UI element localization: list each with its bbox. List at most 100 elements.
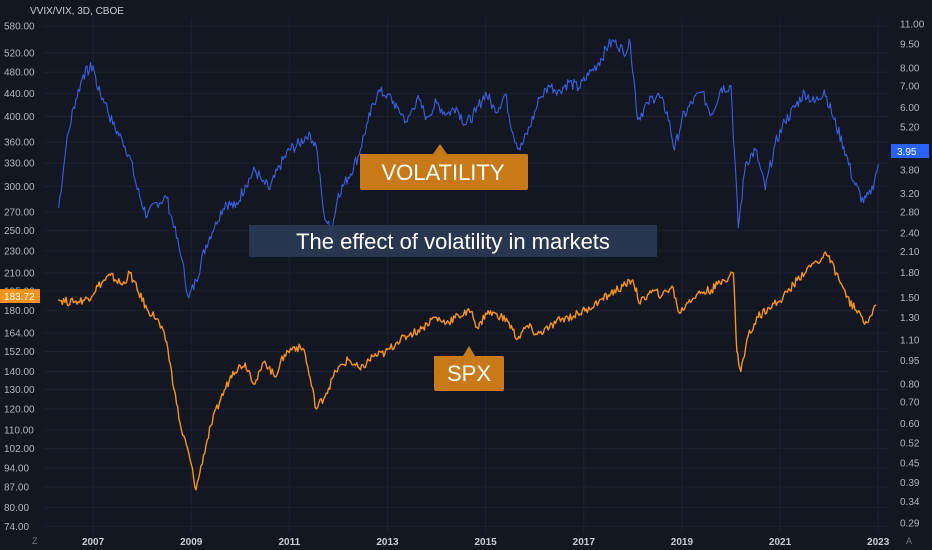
right-tick-label: 2.10 [900,247,920,258]
spx-point [865,320,867,323]
spx-point [484,312,487,315]
spx-point [536,333,538,336]
spx-point [622,285,624,287]
vvix-vix-point [308,131,310,134]
right-tick-label: 1.50 [900,293,920,304]
right-tick-label: 5.20 [900,122,920,133]
right-tick-label: 2.40 [900,229,920,240]
vvix-vix-point [646,102,649,104]
vvix-vix-point [475,111,477,113]
vvix-vix-point [111,123,114,126]
spx-point [408,333,411,336]
vvix-vix-point [173,226,175,229]
right-tick-label: 7.00 [900,82,920,93]
spx-point [325,392,328,395]
spx-point [219,398,222,400]
series-layer [57,38,879,491]
spx-point [244,362,246,364]
corner-label-left[interactable]: Z [32,536,38,546]
spx-point [173,388,175,391]
right-tick-label: 9.50 [900,40,920,51]
spx-point [433,316,435,319]
spx-series-line [58,251,877,491]
vvix-vix-point [425,116,428,118]
vvix-vix-point [357,155,359,158]
spx-point [870,315,872,317]
spx-point [210,424,212,427]
spx-point [732,272,735,274]
spx-point [264,360,266,363]
spx-point [639,303,641,305]
left-price-badge: 183.72 [0,289,40,303]
volatility-callout-text: VOLATILITY [381,160,504,185]
vvix-vix-point [156,201,158,204]
spx-point [457,315,460,317]
volatility-callout[interactable]: VOLATILITY [360,144,528,190]
spx-point [109,274,111,277]
x-tick-label: 2017 [573,537,596,548]
vvix-vix-point [636,118,639,121]
vvix-vix-point [195,279,197,282]
vvix-vix-point [72,106,75,109]
x-axis: 2007 2009 2011 2013 2015 2017 2019 2021 2023 [82,537,890,548]
spx-point [835,272,838,274]
vvix-vix-point [813,102,816,104]
left-tick-label: 230.00 [4,246,35,257]
right-tick-label: 1.10 [900,336,920,347]
vvix-vix-point [511,131,514,134]
spx-point [700,291,703,294]
vvix-vix-point [234,206,237,208]
left-tick-label: 94.00 [4,464,29,475]
spx-point [359,369,362,371]
vvix-vix-point [852,180,855,183]
spx-point [421,327,423,330]
corner-label-right[interactable]: A [906,536,912,546]
left-tick-label: 270.00 [4,207,35,218]
left-tick-label: 440.00 [4,89,35,100]
right-tick-label: 0.52 [900,439,920,450]
spx-point [347,358,350,361]
vvix-vix-point [730,85,732,87]
right-price-badge-text: 3.95 [897,147,917,158]
vvix-vix-point [504,93,507,95]
left-tick-label: 74.00 [4,522,29,533]
left-tick-label: 210.00 [4,268,35,279]
vvix-vix-point [65,146,67,148]
spx-callout[interactable]: SPX [434,346,504,391]
left-tick-label: 152.00 [4,347,35,358]
vvix-vix-point [416,97,418,100]
x-tick-label: 2011 [278,537,300,548]
vvix-vix-point [188,296,190,299]
right-tick-label: 0.34 [900,497,920,508]
left-tick-label: 110.00 [4,426,34,437]
spx-point [516,338,519,340]
vvix-vix-point [690,102,693,104]
vvix-vix-point [578,87,580,89]
vvix-vix-point [494,111,497,113]
left-tick-label: 330.00 [4,159,35,170]
vvix-vix-point [136,188,138,191]
vvix-vix-point [315,146,318,148]
vvix-vix-point [877,163,879,166]
spx-point [855,309,857,312]
spx-point [156,317,158,320]
right-tick-label: 0.29 [900,519,920,530]
spx-point [180,429,183,431]
vvix-vix-point [656,93,659,95]
left-tick-label: 360.00 [4,138,35,149]
vvix-vix-point [165,197,168,199]
spx-point [874,304,877,306]
chart-heading-box: The effect of volatility in markets [249,225,657,257]
vvix-vix-point [568,81,570,84]
left-price-badge-bg [0,289,40,303]
spx-point [736,350,738,353]
right-tick-label: 8.00 [900,63,920,74]
vvix-vix-point [764,188,767,191]
vvix-vix-point [367,121,369,123]
vvix-vix-point [833,118,835,121]
vvix-vix-point [224,201,227,204]
vvix-vix-point [784,121,786,123]
left-tick-label: 87.00 [4,483,29,494]
left-tick-label: 520.00 [4,48,35,59]
vvix-vix-point [529,126,531,128]
